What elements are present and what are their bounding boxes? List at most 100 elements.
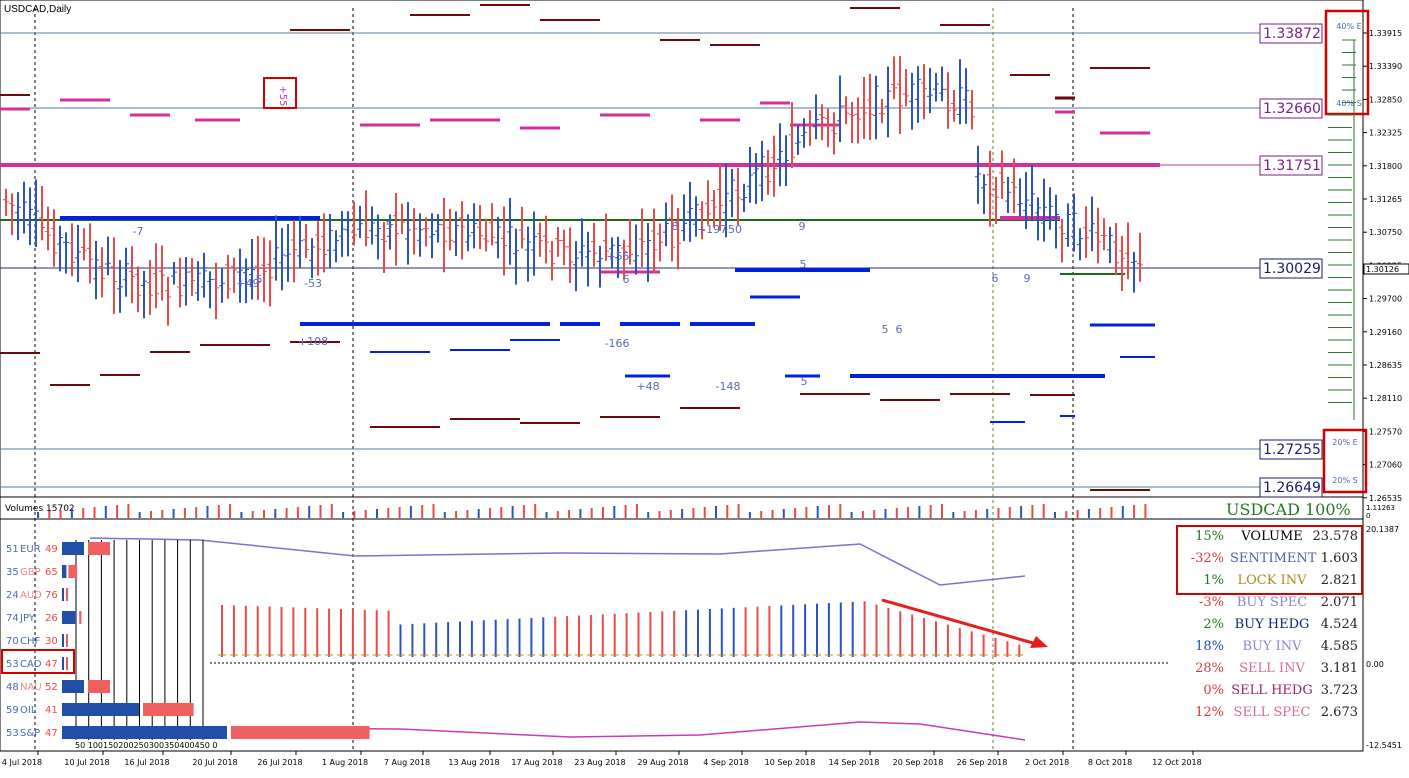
stat-label: BUY SPEC <box>1236 595 1308 610</box>
currency-left-value: 53 <box>6 728 19 739</box>
bar-annotation: -53 <box>304 277 322 290</box>
date-label: 17 Aug 2018 <box>511 758 562 767</box>
price-level-label: 1.26649 <box>1263 480 1321 496</box>
zone-label: 40% E <box>1336 22 1361 31</box>
currency-name: NAU <box>20 682 42 693</box>
currency-short-bar <box>66 634 68 647</box>
trend-arrow-head <box>1030 636 1048 648</box>
stat-label: VOLUME <box>1241 529 1303 544</box>
bar-annotation: 6 <box>992 272 999 285</box>
currency-name: CAD <box>20 659 42 670</box>
stat-row-sell-inv: 28% SELL INV 3.181 <box>1176 657 1362 679</box>
stat-percent: -32% <box>1190 551 1224 566</box>
price-level-label: 1.27255 <box>1263 442 1321 458</box>
date-label: 4 Jul 2018 <box>2 758 42 767</box>
stat-value: 3.723 <box>1320 683 1358 698</box>
currency-left-value: 59 <box>6 705 19 716</box>
price-level-label: 1.33872 <box>1263 26 1321 42</box>
date-label: 10 Jul 2018 <box>64 758 109 767</box>
currency-right-value: 26 <box>45 613 58 624</box>
currency-name: S&P <box>20 728 40 739</box>
date-label: 1 Aug 2018 <box>322 758 368 767</box>
currency-left-value: 53 <box>6 659 19 670</box>
bar-annotation: +108 <box>298 335 328 348</box>
date-label: 2 Oct 2018 <box>1025 758 1069 767</box>
stat-label: SELL HEDG <box>1231 683 1313 698</box>
stat-row-volume: 15% VOLUME 23.578 <box>1176 525 1362 547</box>
bar-annotation: -148 <box>716 380 741 393</box>
marker-label: +55 <box>277 85 288 106</box>
currency-short-bar <box>66 657 68 670</box>
price-tick-label: 1.30750 <box>1369 228 1402 237</box>
bar-annotation: 5 <box>256 273 263 286</box>
stat-value: 4.524 <box>1320 617 1358 632</box>
stat-row-sell-spec: 12% SELL SPEC 2.673 <box>1176 701 1362 723</box>
bar-annotation: +49 <box>236 277 259 290</box>
price-tick-label: 1.33915 <box>1369 29 1402 38</box>
zone-label: 20% S <box>1332 476 1357 485</box>
currency-name: AUD <box>20 590 42 601</box>
date-label: 29 Aug 2018 <box>637 758 688 767</box>
stat-row-sentiment: -32% SENTIMENT 1.603 <box>1176 547 1362 569</box>
currency-name: GBP <box>20 567 41 578</box>
sentiment-stats-panel: 15% VOLUME 23.578 -32% SENTIMENT 1.603 1% LOCK … <box>1176 525 1363 733</box>
zone-label: 20% E <box>1332 438 1357 447</box>
stat-label: SELL INV <box>1239 661 1305 676</box>
price-level-box <box>1259 258 1323 279</box>
stat-percent: 2% <box>1203 617 1224 632</box>
bar-annotation: 6 <box>623 273 630 286</box>
stat-row-buy-spec: -3% BUY SPEC 2.071 <box>1176 591 1362 613</box>
currency-long-bar <box>62 542 84 555</box>
indicator-axis-zero: 0.00 <box>1366 660 1384 669</box>
currency-long-bar <box>62 611 76 624</box>
buy-spec-curve <box>89 537 1026 586</box>
stat-value: 2.673 <box>1320 705 1358 720</box>
date-label: 20 Jul 2018 <box>192 758 237 767</box>
zone-label: 40% S <box>1336 99 1361 108</box>
current-price-label: 1.30126 <box>1366 265 1399 274</box>
date-label: 23 Aug 2018 <box>574 758 625 767</box>
pair-strength-label: USDCAD 100% <box>1226 500 1351 519</box>
price-tick-label: 1.31265 <box>1369 195 1402 204</box>
price-level-box <box>1259 477 1323 498</box>
price-pane <box>0 0 1364 498</box>
date-label: 13 Aug 2018 <box>448 758 499 767</box>
price-level-label: 1.31751 <box>1263 158 1321 174</box>
currency-left-value: 48 <box>6 682 19 693</box>
bar-annotation: 5 <box>800 258 807 271</box>
stat-value: 4.585 <box>1320 639 1358 654</box>
volume-axis-zero: 0 <box>1366 512 1370 520</box>
zone-highlight-bottom <box>1322 428 1368 494</box>
stat-percent: 12% <box>1195 705 1224 720</box>
indicator-pane <box>0 518 1364 752</box>
date-label: 26 Sep 2018 <box>957 758 1008 767</box>
currency-left-value: 74 <box>6 613 19 624</box>
price-tick-label: 1.27060 <box>1369 461 1402 470</box>
stat-label: LOCK INV <box>1237 573 1307 588</box>
currency-left-value: 70 <box>6 636 19 647</box>
date-label: 20 Sep 2018 <box>893 758 944 767</box>
currency-long-bar <box>62 726 227 739</box>
currency-right-value: 65 <box>45 567 58 578</box>
currency-name: JPY <box>19 613 36 624</box>
bar-annotation: 9 <box>799 220 806 233</box>
price-level-box <box>1259 23 1323 44</box>
currency-right-value: 30 <box>45 636 58 647</box>
stat-percent: 28% <box>1195 661 1224 676</box>
currency-short-bar <box>231 726 370 739</box>
currency-long-bar <box>62 634 64 647</box>
currency-left-value: 35 <box>6 567 19 578</box>
stat-percent: 15% <box>1195 529 1224 544</box>
currency-long-bar <box>62 565 67 578</box>
currency-long-bar <box>62 657 64 670</box>
price-level-box <box>1259 155 1323 176</box>
stat-percent: 1% <box>1203 573 1224 588</box>
price-tick-label: 1.32850 <box>1369 95 1402 104</box>
price-level-label: 1.30029 <box>1263 261 1321 277</box>
currency-right-value: 47 <box>45 659 58 670</box>
currency-right-value: 76 <box>45 590 58 601</box>
stat-value: 23.578 <box>1312 529 1359 544</box>
date-label: 7 Aug 2018 <box>384 758 430 767</box>
